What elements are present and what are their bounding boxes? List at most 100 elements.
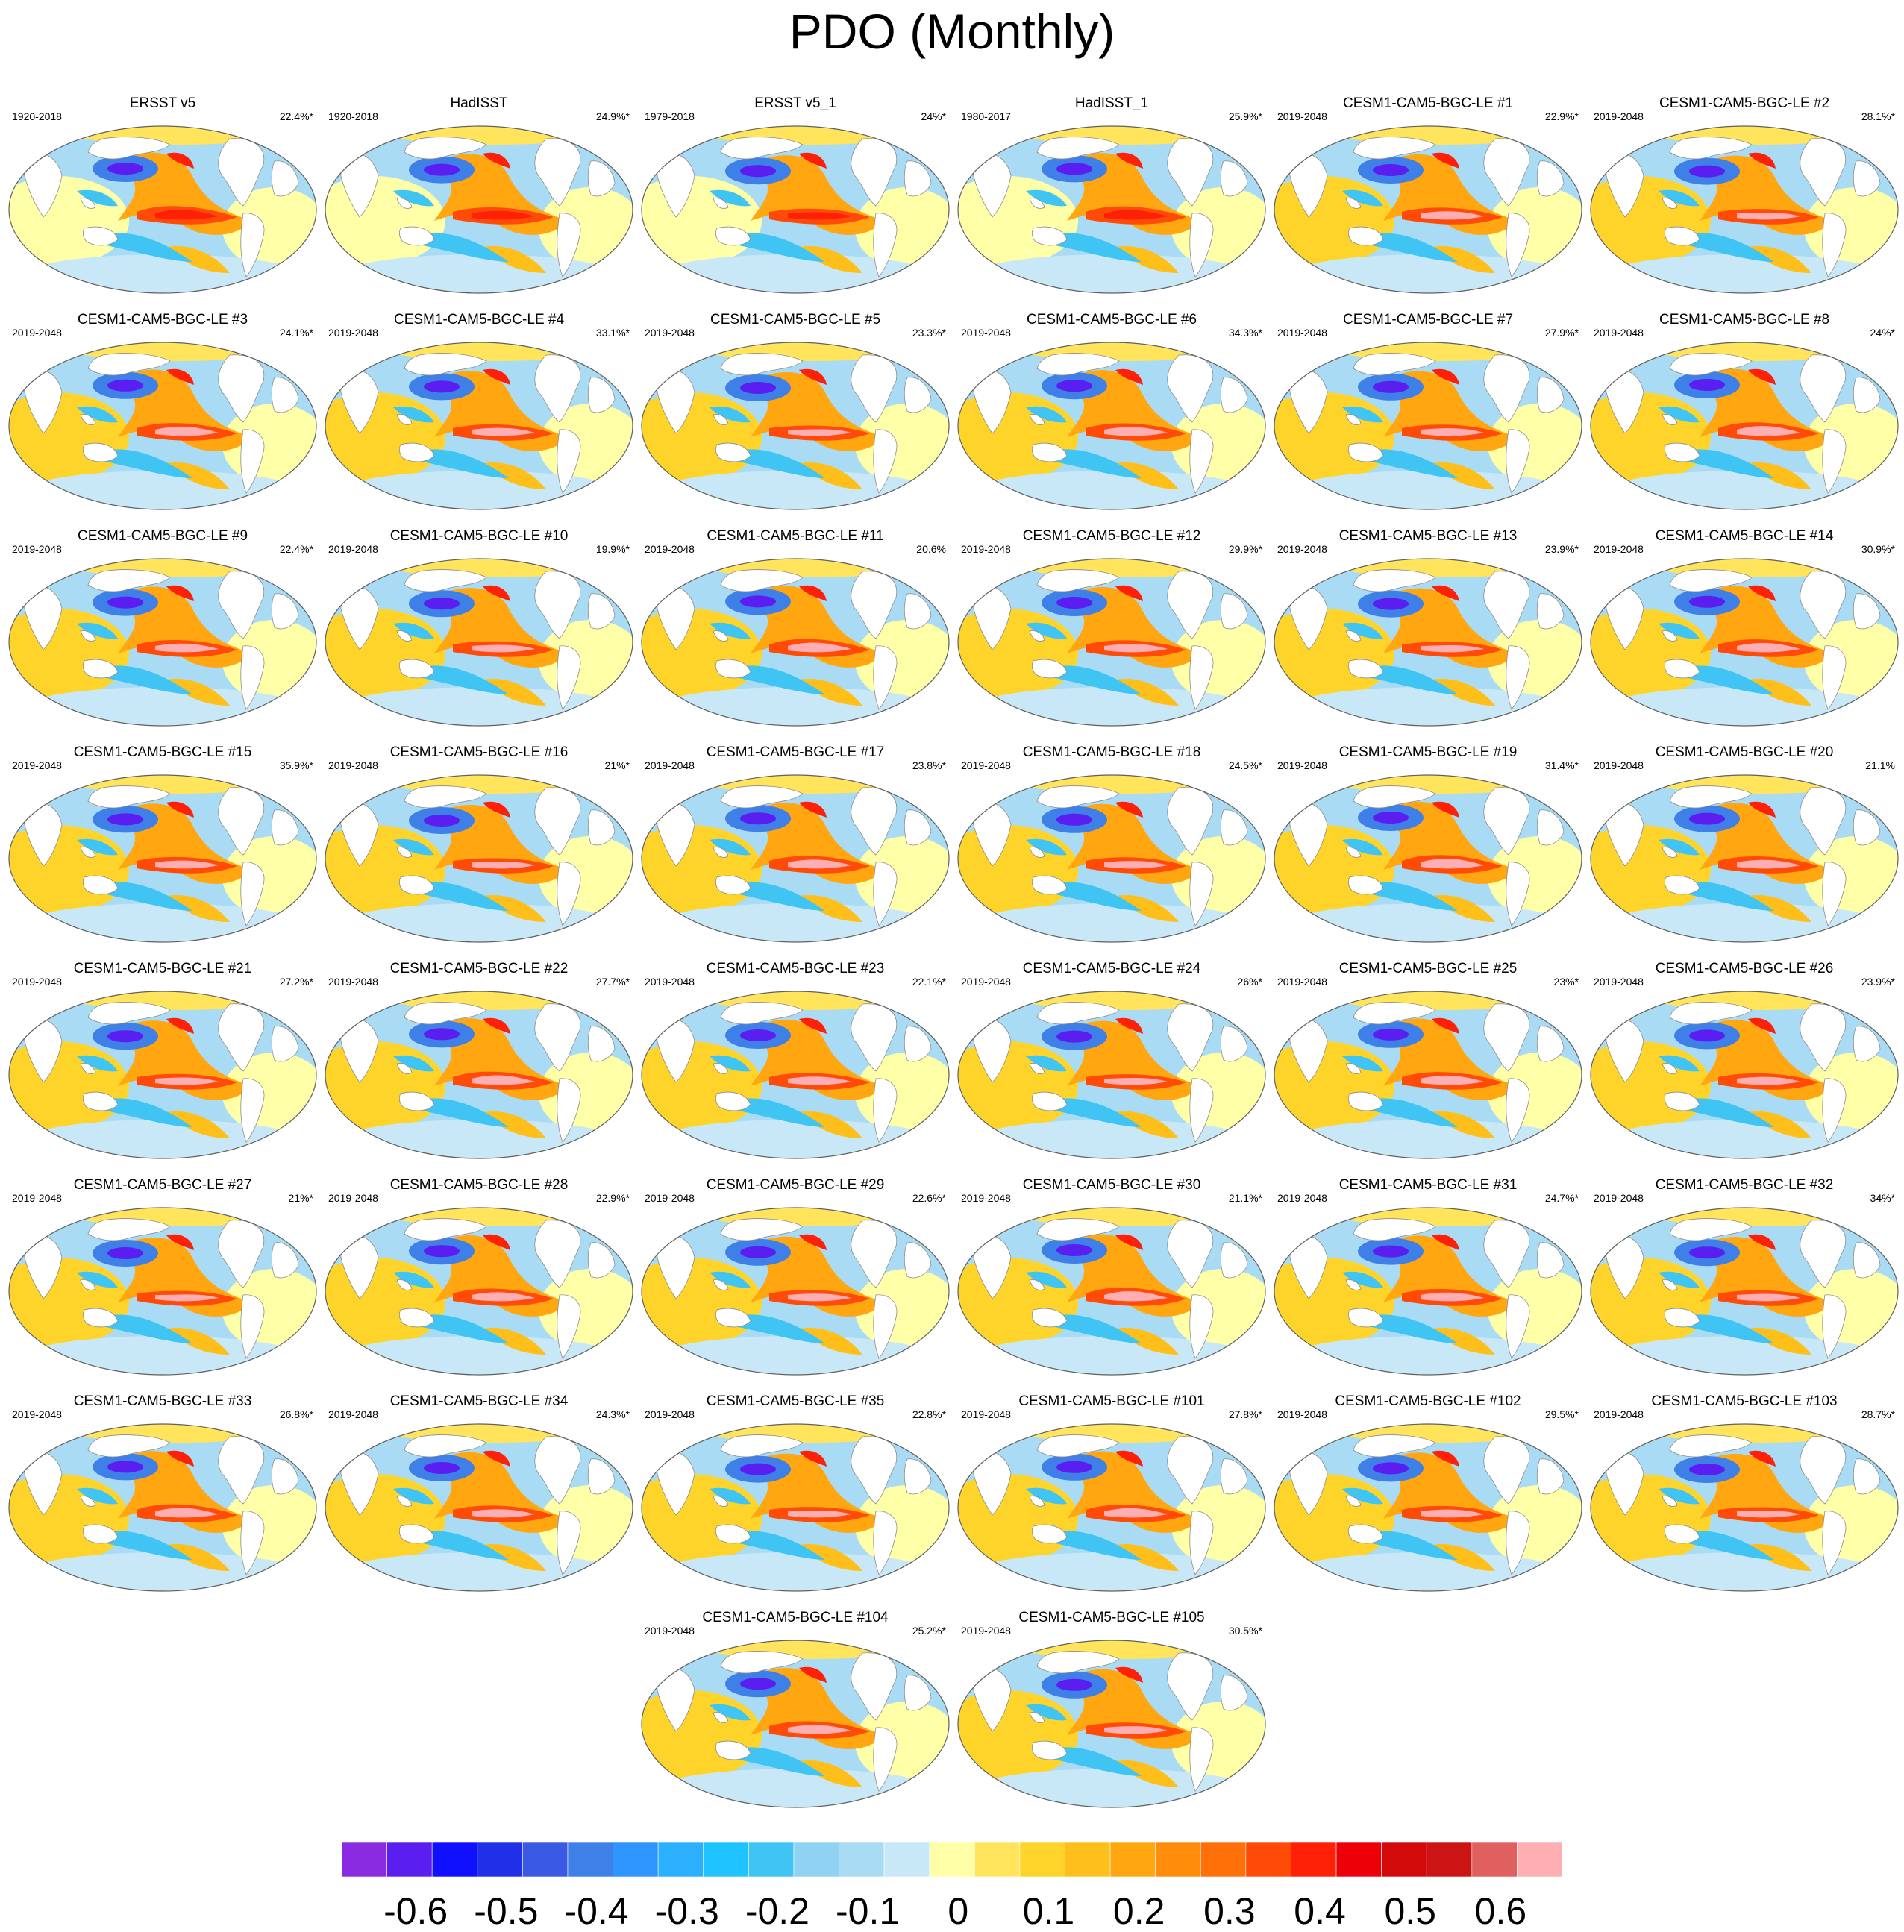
south-pacific-cold <box>728 1314 825 1343</box>
pdo-map <box>1590 991 1899 1159</box>
europe-africa-east-land <box>271 377 299 413</box>
north-america-land <box>1483 787 1530 856</box>
australia-land <box>1347 442 1384 462</box>
europe-africa-east-land <box>904 1675 932 1711</box>
west-pacific-cold <box>1026 1487 1067 1505</box>
alaska-coast-warm <box>1432 152 1459 169</box>
panel-variance-pct: 29.9%* <box>1228 543 1262 555</box>
alaska-coast-warm <box>1432 1450 1459 1467</box>
australia-land <box>82 1308 119 1328</box>
maritime-continent-land <box>1029 1279 1045 1290</box>
panel-variance-pct: 34%* <box>1870 1192 1895 1204</box>
panel-variance-pct: 25.9%* <box>1228 110 1262 122</box>
map-panel: HadISST 1920-2018 24.9%* <box>322 95 636 297</box>
equatorial-core <box>1737 1511 1800 1518</box>
south-pacific-cold <box>1677 1531 1774 1560</box>
north-pacific-cold-core <box>1056 1030 1092 1043</box>
south-pacific-warm <box>166 1111 230 1138</box>
panel-period: 2019-2048 <box>1594 976 1644 988</box>
panel-title: CESM1-CAM5-BGC-LE #32 <box>1655 1177 1834 1193</box>
pdo-map <box>641 1423 950 1592</box>
south-america-land <box>1506 429 1530 494</box>
maritime-continent-land <box>1345 198 1362 209</box>
south-pacific-warm <box>799 1760 862 1787</box>
equatorial-core <box>1737 426 1800 436</box>
maritime-continent-land <box>80 1279 96 1290</box>
pdo-map <box>641 1640 950 1808</box>
pdo-map <box>1274 991 1582 1159</box>
colorbar-swatch <box>929 1842 975 1878</box>
equatorial-core <box>155 1294 219 1302</box>
equatorial-core <box>1737 1293 1800 1302</box>
panel-period: 2019-2048 <box>1594 1192 1644 1204</box>
south-pacific-warm <box>483 1544 546 1571</box>
europe-africa-east-land <box>1853 160 1881 197</box>
panel-variance-pct: 29.5%* <box>1544 1408 1579 1420</box>
panel-title: CESM1-CAM5-BGC-LE #103 <box>1651 1393 1838 1409</box>
alaska-coast-warm <box>1115 801 1143 818</box>
australia-land <box>398 1091 435 1111</box>
west-pacific-cold <box>1026 1055 1067 1072</box>
colorbar-tick-label: 0.6 <box>1474 1890 1527 1932</box>
south-america-land <box>1189 1511 1214 1575</box>
north-america-land <box>534 1436 581 1505</box>
panel-period: 2019-2048 <box>12 759 62 771</box>
equatorial-core <box>1737 212 1800 220</box>
west-pacific-cold <box>1026 838 1067 856</box>
south-america-land <box>1189 213 1214 277</box>
australia-land <box>1031 226 1068 246</box>
west-pacific-cold <box>1659 1271 1700 1288</box>
colorbar-swatch <box>703 1842 749 1878</box>
south-america-land <box>1822 1294 1847 1359</box>
asia-land <box>720 1651 804 1674</box>
west-pacific-cold <box>393 1055 434 1072</box>
equatorial-core <box>155 643 219 653</box>
alaska-coast-warm <box>1432 801 1459 818</box>
north-america-land <box>851 1652 898 1721</box>
pdo-map <box>325 558 633 727</box>
map-panel: CESM1-CAM5-BGC-LE #12 2019-2048 29.9%* <box>955 528 1268 730</box>
alaska-coast-warm <box>1115 368 1143 385</box>
north-america-land <box>534 1003 581 1072</box>
west-pacific-cold <box>1342 406 1383 423</box>
australia-land <box>1347 875 1384 895</box>
panel-variance-pct: 24%* <box>921 110 946 122</box>
panel-period: 2019-2048 <box>1277 543 1327 555</box>
west-pacific-cold <box>1026 622 1067 639</box>
europe-africa-east-land <box>904 809 932 846</box>
asia-land <box>404 1434 487 1458</box>
equatorial-core <box>1104 1508 1168 1518</box>
panel-period: 2019-2048 <box>1594 759 1644 771</box>
colorbar-swatch <box>839 1842 885 1878</box>
map-panel: CESM1-CAM5-BGC-LE #35 2019-2048 22.8%* <box>639 1393 952 1595</box>
south-pacific-cold <box>728 882 825 911</box>
pdo-map <box>957 991 1266 1159</box>
south-pacific-warm <box>166 1328 230 1355</box>
south-america-land <box>1506 862 1530 926</box>
europe-africa-east-land <box>271 809 299 846</box>
map-panel: CESM1-CAM5-BGC-LE #9 2019-2048 22.4%* <box>6 528 319 730</box>
alaska-coast-warm <box>1115 1017 1143 1034</box>
map-panel: CESM1-CAM5-BGC-LE #15 2019-2048 35.9%* <box>6 744 319 946</box>
colorbar-swatch <box>1155 1842 1201 1878</box>
panel-period: 1979-2018 <box>645 110 695 122</box>
map-panel: CESM1-CAM5-BGC-LE #24 2019-2048 26%* <box>955 961 1268 1162</box>
australia-land <box>398 226 435 246</box>
pdo-map <box>8 1207 317 1376</box>
south-pacific-warm <box>1115 462 1179 489</box>
panel-title: CESM1-CAM5-BGC-LE #102 <box>1335 1393 1521 1409</box>
panel-period: 2019-2048 <box>1277 110 1327 122</box>
panel-variance-pct: 23%* <box>1553 976 1579 988</box>
north-america-land <box>1483 138 1530 207</box>
north-america-land <box>851 787 898 856</box>
map-panel: CESM1-CAM5-BGC-LE #6 2019-2048 34.3%* <box>955 312 1268 513</box>
north-pacific-cold-core <box>424 815 460 827</box>
north-america-land <box>534 571 581 639</box>
south-pacific-warm <box>799 895 862 922</box>
alaska-coast-warm <box>1748 368 1776 385</box>
asia-land <box>87 137 171 160</box>
europe-africa-east-land <box>271 160 299 197</box>
panel-period: 1920-2018 <box>328 110 378 122</box>
west-pacific-cold <box>77 1487 118 1505</box>
south-pacific-warm <box>1748 1111 1811 1138</box>
